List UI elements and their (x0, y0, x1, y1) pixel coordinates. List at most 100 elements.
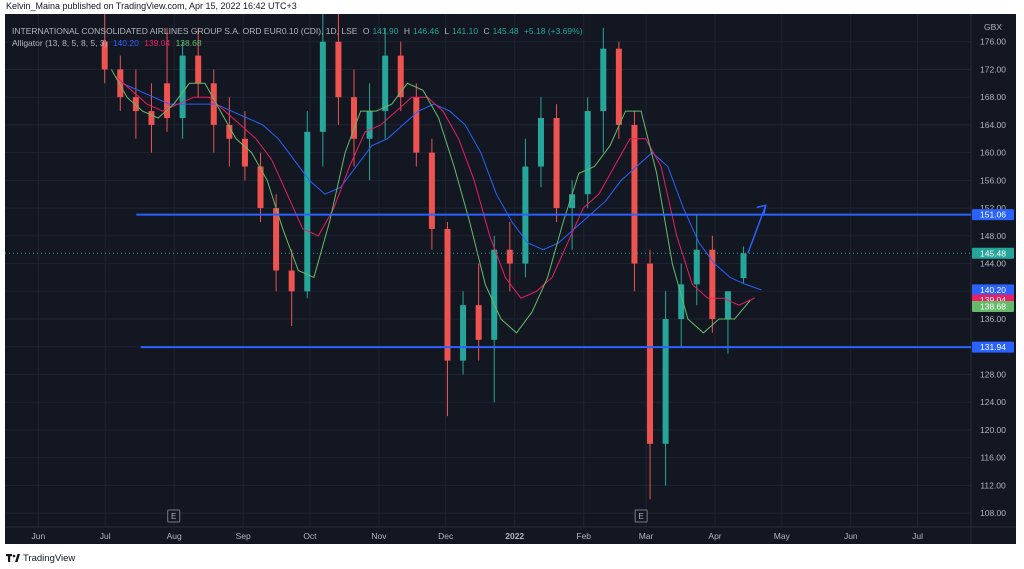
earnings-marker-label: E (171, 512, 176, 521)
ohlc-close-label: C (483, 26, 490, 36)
price-tag-support (972, 341, 1014, 353)
price-tag-label-lips: 138.68 (980, 301, 1006, 311)
candle-body (709, 249, 716, 320)
price-tag-last (972, 247, 1014, 259)
alligator-label: Alligator (13, 8, 5, 8, 5, 3) (12, 38, 108, 48)
y-tick-label: 128.00 (980, 369, 1006, 379)
y-tick-label: 168.00 (980, 92, 1006, 102)
x-tick-label: Oct (303, 531, 317, 541)
candle-body (662, 319, 669, 444)
footer: TradingView (6, 551, 75, 565)
x-tick-label: Jun (844, 531, 858, 541)
price-chart[interactable]: Jun Jul Aug Sep Oct Nov Dec 2022 Feb Mar Apr May Jun… (5, 14, 1016, 544)
candle-body (335, 41, 342, 98)
x-tick-label: Dec (438, 531, 454, 541)
ohlc-low: 141.10 (452, 26, 479, 36)
projection-arrowhead (756, 204, 767, 215)
y-tick-label: 124.00 (980, 397, 1006, 407)
candle-body (366, 111, 373, 139)
price-tag-lips (972, 300, 1014, 312)
candle-body (615, 48, 622, 125)
x-tick-label: Nov (371, 531, 387, 541)
price-tag-label-support: 131.94 (980, 342, 1006, 352)
currency-label: GBX (984, 22, 1002, 32)
candle-body (288, 270, 295, 292)
y-tick-label: 116.00 (980, 453, 1006, 463)
price-tag-resistance (972, 209, 1014, 221)
ohlc-low-label: L (444, 26, 450, 36)
price-tag-label-resistance: 151.06 (980, 210, 1006, 220)
candle-body (724, 291, 731, 320)
candle-body (117, 69, 124, 98)
candle-body (413, 97, 420, 153)
earnings-marker (167, 509, 181, 523)
candle-body (460, 305, 467, 361)
candle-body (195, 55, 202, 84)
candle-body (475, 305, 482, 340)
candle-body (537, 117, 544, 167)
candle-body (569, 194, 576, 209)
x-tick-label: Jul (100, 531, 111, 541)
alligator-teeth-value: 139.04 (144, 38, 171, 48)
y-tick-label: 144.00 (980, 259, 1006, 269)
candle-body (428, 152, 435, 229)
candle-body (647, 263, 654, 444)
ohlc-change: +5.18 (+3.69%) (523, 26, 583, 36)
y-tick-label: 112.00 (980, 480, 1006, 490)
instrument-name: INTERNATIONAL CONSOLIDATED AIRLINES GROU… (12, 26, 358, 36)
ohlc-high-label: H (403, 26, 410, 36)
y-tick-label: 160.00 (980, 148, 1006, 158)
alligator-lips-line (110, 69, 751, 334)
candle-body (397, 55, 404, 98)
x-tick-label: 2022 (505, 531, 524, 541)
candle-body (584, 111, 591, 195)
y-tick-label: 136.00 (980, 314, 1006, 324)
ohlc-close: 145.48 (492, 26, 519, 36)
earnings-marker (634, 509, 648, 523)
candle-body (132, 97, 139, 112)
candle-body (351, 97, 357, 139)
x-tick-label: Aug (167, 531, 182, 541)
candle-body (382, 55, 389, 112)
y-tick-label: 148.00 (980, 231, 1006, 241)
candle-body (164, 83, 171, 118)
price-tag-jaw (972, 284, 1014, 296)
legend-row-alligator: Alligator (13, 8, 5, 8, 5, 3) 140.20 139… (12, 37, 586, 49)
publisher-text: Kelvin_Maina published on TradingView.co… (6, 1, 297, 11)
candle-body (319, 41, 326, 132)
candle-body (693, 249, 700, 285)
price-tag-label-teeth: 139.04 (980, 295, 1006, 305)
legend-row-main: INTERNATIONAL CONSOLIDATED AIRLINES GROU… (12, 25, 586, 37)
y-tick-label: 120.00 (980, 425, 1006, 435)
x-tick-label: Mar (639, 531, 654, 541)
candle-body (257, 166, 264, 209)
candle-body (740, 253, 747, 279)
alligator-jaw-value: 140.20 (112, 38, 139, 48)
ohlc-high: 146.46 (412, 26, 439, 36)
candle-body (444, 228, 451, 361)
candle-body (273, 208, 280, 271)
candle-body (101, 41, 108, 70)
candle-body (553, 117, 560, 209)
chart-legend: INTERNATIONAL CONSOLIDATED AIRLINES GROU… (12, 25, 586, 49)
candle-body (631, 124, 638, 264)
alligator-teeth-line (115, 76, 755, 306)
tradingview-logo-icon (6, 554, 20, 562)
candle-body (226, 124, 233, 139)
price-tag-label-jaw: 140.20 (980, 285, 1006, 295)
chart-frame[interactable]: Jun Jul Aug Sep Oct Nov Dec 2022 Feb Mar Apr May Jun… (5, 14, 1016, 544)
x-tick-label: Feb (576, 531, 591, 541)
projection-arrow-line (747, 205, 767, 254)
candle-body (678, 284, 685, 320)
price-tag-label-last: 145.48 (980, 248, 1006, 258)
header-bar: Kelvin_Maina published on TradingView.co… (0, 0, 1024, 14)
candle-body (148, 111, 155, 125)
x-tick-label: Apr (708, 531, 721, 541)
x-tick-label: Sep (236, 531, 251, 541)
earnings-marker-label: E (638, 512, 643, 521)
ohlc-open: 141.90 (372, 26, 399, 36)
y-tick-label: 176.00 (980, 37, 1006, 47)
candle-body (506, 249, 513, 264)
candle-body (491, 249, 498, 340)
x-tick-label: Jul (912, 531, 923, 541)
